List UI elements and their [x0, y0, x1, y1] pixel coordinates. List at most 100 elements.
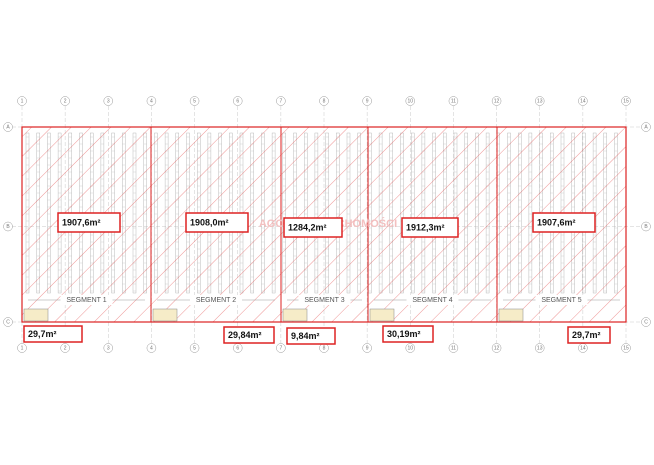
axis-label: 1: [21, 98, 24, 104]
axis-label: 4: [150, 345, 153, 351]
axis-bubble: [448, 343, 459, 353]
axis-label: A: [644, 124, 648, 130]
area-label: 1284,2m²: [288, 222, 327, 232]
axis-bubble: [534, 96, 545, 106]
area-label: 1912,3m²: [406, 222, 445, 232]
drawing: 1122334455667788991010111112121313141415…: [3, 96, 651, 353]
axis-bubble: [60, 96, 70, 106]
axis-label: 5: [193, 345, 196, 351]
axis-label: 8: [323, 345, 326, 351]
segment-label-bg: [535, 295, 588, 305]
axis-bubble: [17, 96, 27, 106]
segment-label-bg: [406, 295, 459, 305]
axis-bubble: [3, 122, 13, 132]
axis-bubble: [276, 96, 286, 106]
axis-bubble: [578, 96, 588, 106]
axis-label: 13: [537, 345, 543, 351]
axis-bubble: [641, 221, 651, 232]
office-block: [498, 308, 524, 322]
axis-label: 10: [408, 345, 414, 351]
area-box: [401, 217, 459, 238]
axis-bubble: [319, 96, 329, 106]
axis-label: 5: [193, 98, 196, 104]
axis-label: 9: [366, 98, 369, 104]
axis-label: 6: [236, 345, 239, 351]
building-outline: [21, 126, 627, 323]
segment-label-bg: [298, 295, 351, 305]
office-area-label: 29,7m²: [28, 329, 57, 339]
axis-bubble: [60, 343, 70, 353]
axis-label: 10: [408, 98, 414, 104]
area-box: [532, 212, 596, 233]
axis-label: 11: [451, 345, 456, 351]
segment-label-bg: [190, 295, 242, 305]
area-box: [57, 212, 121, 233]
axis-bubble: [146, 343, 157, 353]
axis-label: 9: [366, 345, 369, 351]
axis-bubble: [189, 96, 200, 106]
area-label: 1907,6m²: [537, 217, 576, 227]
area-box: [185, 212, 249, 233]
segment-name: SEGMENT 4: [412, 297, 452, 304]
segment-name: SEGMENT 5: [541, 297, 581, 304]
office-area-label: 30,19m²: [387, 329, 421, 339]
office-area-label: 9,84m²: [291, 331, 320, 341]
office-block: [152, 308, 178, 322]
axis-label: 2: [64, 98, 67, 104]
axis-label: 7: [279, 345, 282, 351]
axis-bubble: [448, 96, 459, 106]
axis-bubble: [534, 343, 545, 353]
axis-label: C: [644, 319, 648, 325]
office-box: [23, 325, 83, 343]
office-box: [223, 326, 275, 344]
axis-label: 7: [279, 98, 282, 104]
axis-bubble: [405, 96, 416, 106]
segment-label-bg: [60, 295, 113, 305]
office-box: [382, 325, 434, 343]
office-area-label: 29,84m²: [228, 330, 262, 340]
axis-bubble: [189, 343, 200, 353]
axis-bubble: [491, 343, 502, 353]
axis-label: C: [6, 319, 10, 325]
office-area-label: 29,7m²: [572, 330, 601, 340]
axis-label: 8: [323, 98, 326, 104]
axis-bubble: [3, 221, 13, 232]
axis-label: B: [6, 224, 10, 230]
axis-bubble: [103, 96, 114, 106]
axis-label: 15: [623, 98, 629, 104]
area-box: [283, 217, 343, 238]
axis-label: 14: [580, 345, 586, 351]
axis-bubble: [3, 317, 13, 327]
axis-bubble: [641, 122, 651, 132]
axis-bubble: [146, 96, 157, 106]
axis-bubble: [621, 343, 631, 353]
axis-label: 1: [21, 345, 24, 351]
axis-label: 2: [64, 345, 67, 351]
axis-bubble: [362, 343, 372, 353]
axis-label: 3: [107, 98, 110, 104]
area-label: 1908,0m²: [190, 217, 229, 227]
segment-name: SEGMENT 2: [196, 297, 236, 304]
axis-label: 6: [236, 98, 239, 104]
axis-label: 3: [107, 345, 110, 351]
axis-label: 12: [494, 98, 500, 104]
axis-label: A: [6, 124, 10, 130]
axis-label: 11: [451, 98, 456, 104]
axis-label: 4: [150, 98, 153, 104]
segment-name: SEGMENT 1: [66, 297, 106, 304]
office-block: [23, 308, 49, 322]
axis-bubble: [362, 96, 372, 106]
axis-bubble: [232, 96, 243, 106]
office-box: [567, 326, 611, 344]
area-label: 1907,6m²: [62, 217, 101, 227]
axis-label: 12: [494, 345, 500, 351]
office-block: [369, 308, 395, 322]
axis-label: B: [644, 224, 648, 230]
axis-bubble: [405, 343, 416, 353]
office-block: [282, 308, 308, 322]
axis-bubble: [621, 96, 631, 106]
axis-bubble: [491, 96, 502, 106]
axis-bubble: [17, 343, 27, 353]
office-box: [286, 327, 336, 345]
